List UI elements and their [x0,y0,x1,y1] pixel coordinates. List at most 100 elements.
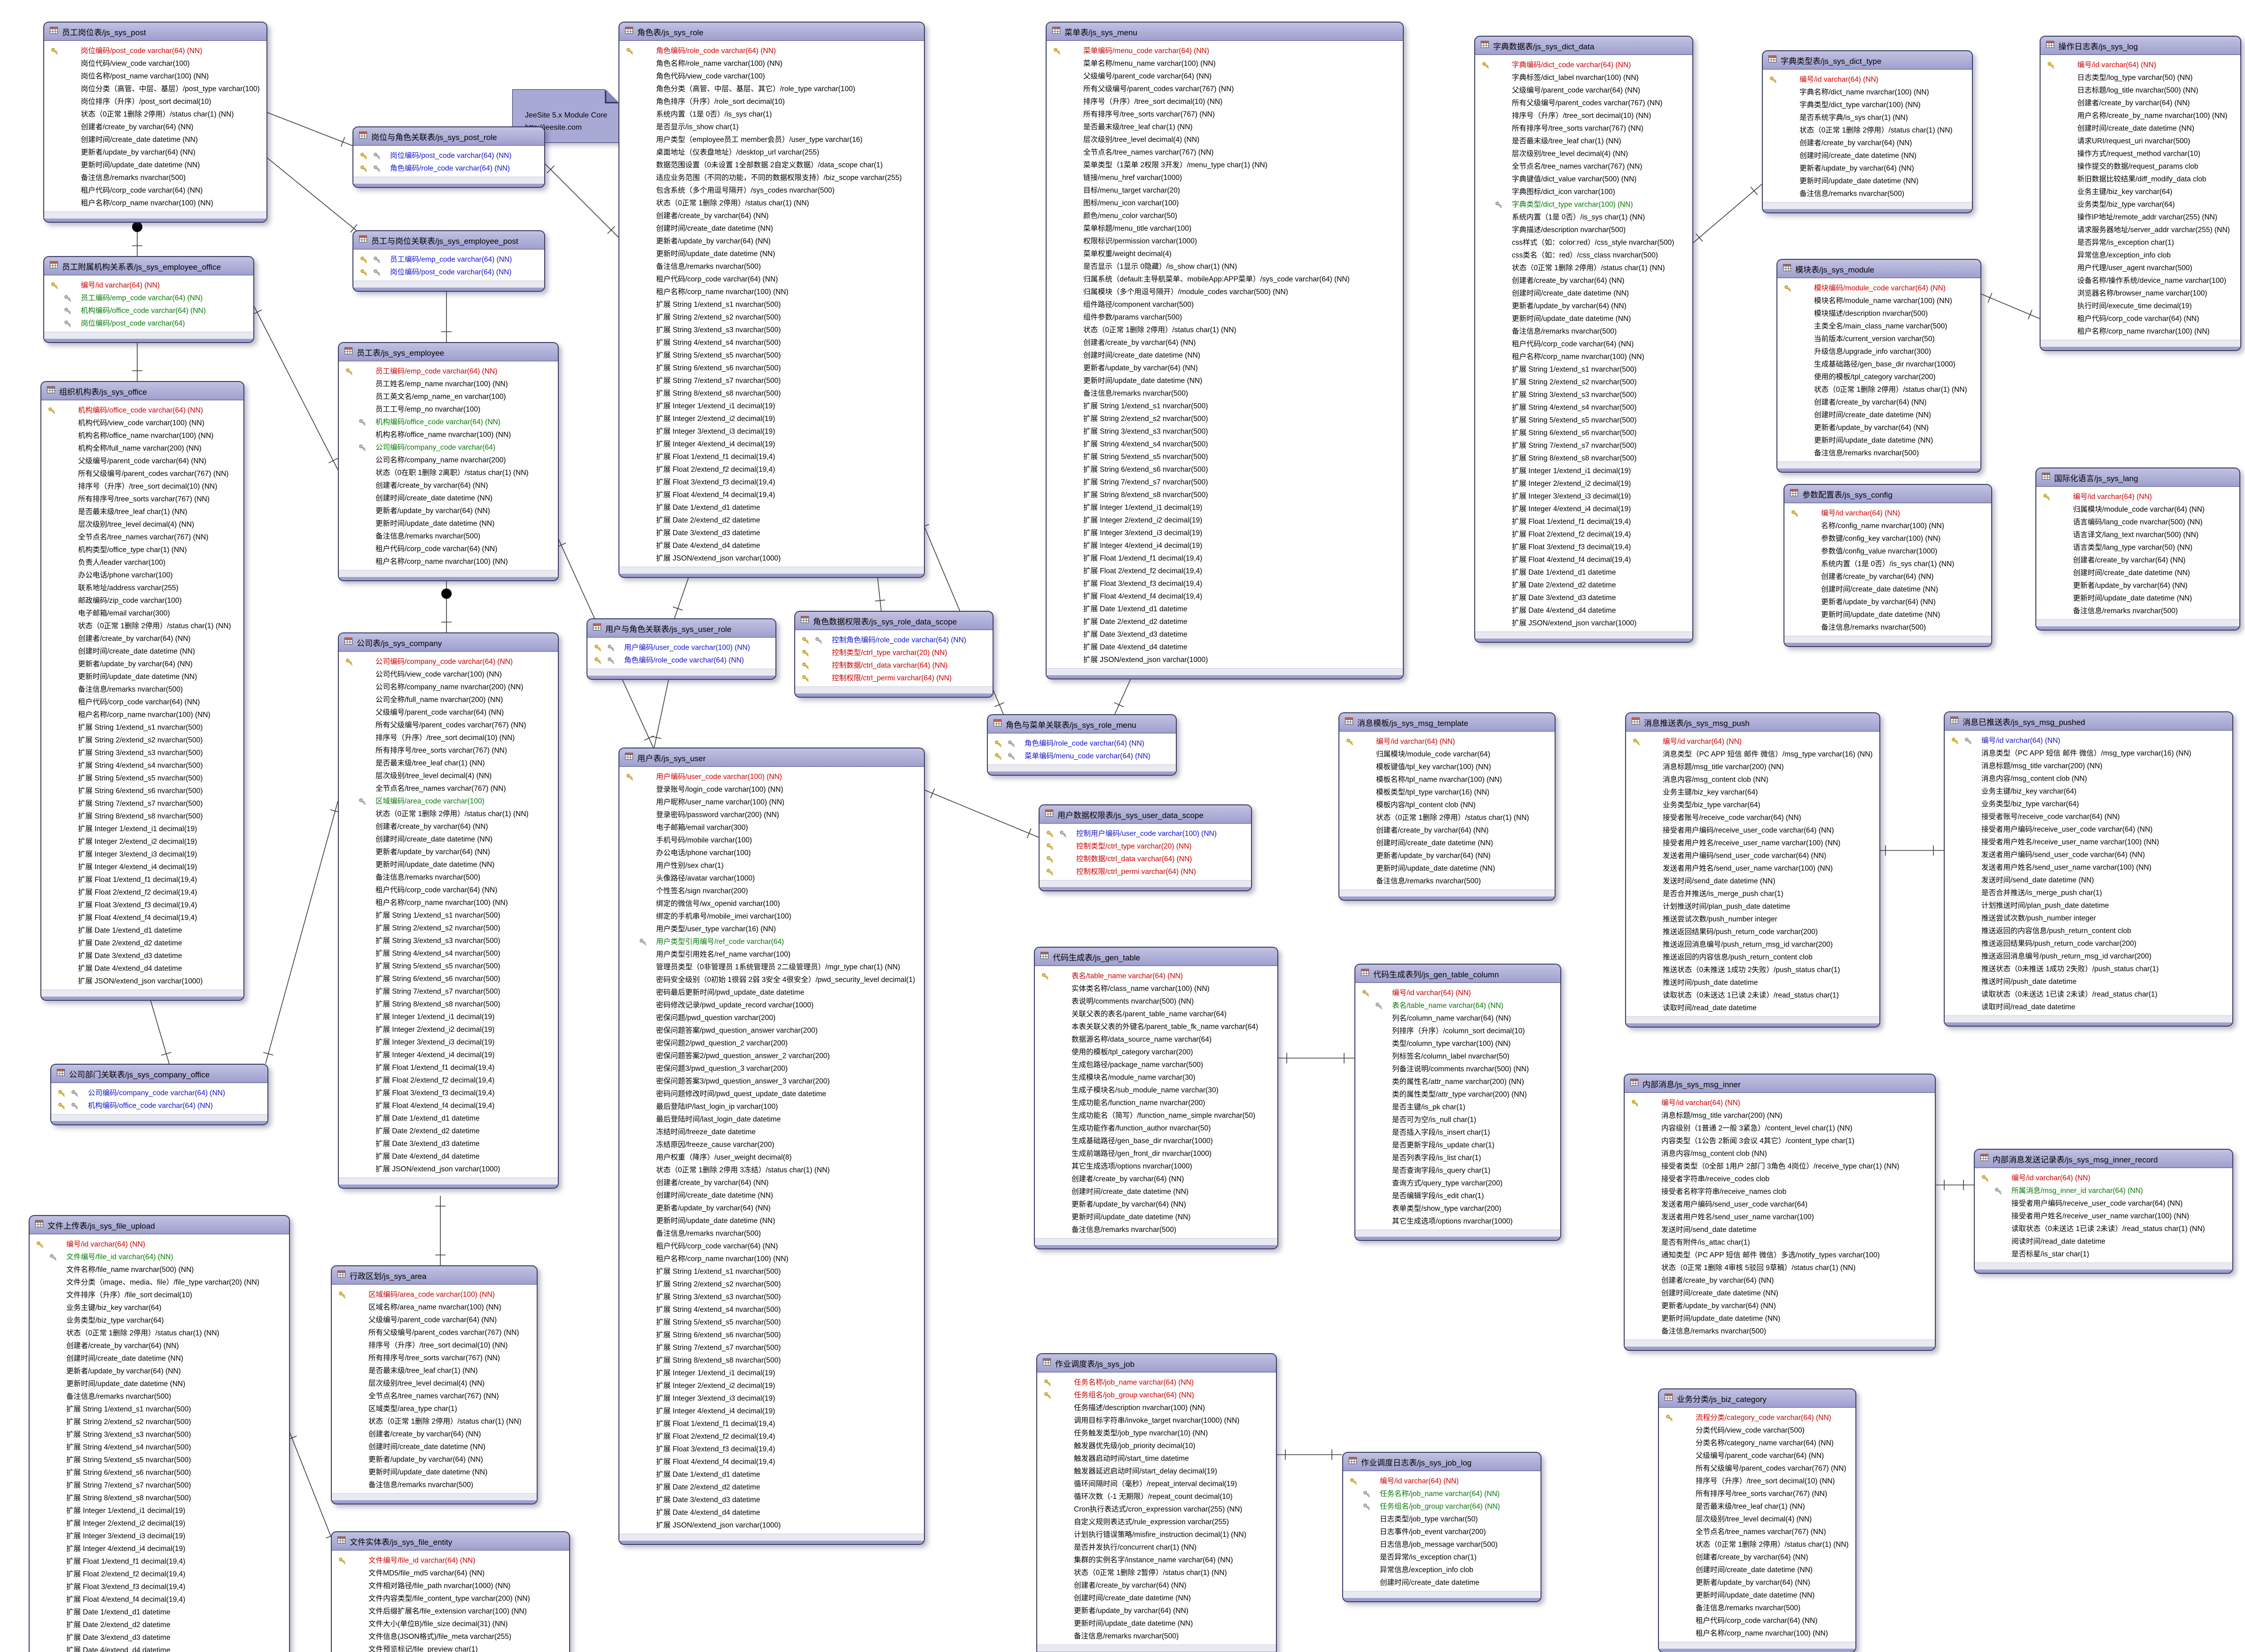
table-js_sys_log[interactable]: 操作日志表/js_sys_log 编号/id varchar(64) (NN) 日志… [2040,36,2241,351]
field-row[interactable]: 发送者用户编码/send_user_code varchar(64) (NN) [1945,849,2232,861]
field-row[interactable]: 扩展 Date 4/extend_d4 datetime [1047,641,1403,654]
field-row[interactable]: 扩展 String 1/extend_s1 nvarchar(500) [1047,400,1403,413]
field-row[interactable]: 循环间隔时间（毫秒）/repeat_interval decimal(19) [1037,1478,1276,1490]
field-row[interactable]: 列名/column_name varchar(64) (NN) [1355,1012,1560,1025]
field-row[interactable]: 绑定的微信号/wx_openid varchar(100) [619,897,924,910]
field-row[interactable]: 消息标题/msg_title varchar(200) (NN) [1945,760,2232,772]
field-row[interactable]: 接受者名称字符串/receive_names clob [1625,1185,1935,1198]
field-row[interactable]: 使用的模板/tpl_category varchar(200) [1777,371,1980,383]
field-row[interactable]: 接受者类型（0全部 1用户 2部门 3角色 4岗位）/receive_type … [1625,1160,1935,1173]
field-row[interactable]: 公司名称/company_name nvarchar(200) [339,454,558,467]
field-row[interactable]: 是否并发执行/concurrent char(1) (NN) [1037,1541,1276,1554]
field-row[interactable]: 任务描述/description nvarchar(100) (NN) [1037,1402,1276,1414]
field-row[interactable]: 触发器延迟启动时间/start_delay decimal(19) [1037,1465,1276,1478]
field-row[interactable]: 创建者/create_by varchar(64) (NN) [1339,824,1555,837]
field-row[interactable]: 所有父级编号/parent_codes varchar(767) (NN) [1475,97,1692,109]
field-row[interactable]: 全节点名/tree_names varchar(767) (NN) [1475,160,1692,173]
field-row[interactable]: 颜色/menu_color varchar(50) [1047,210,1403,222]
table-js_sys_msg_inner[interactable]: 内部消息/js_sys_msg_inner 编号/id varchar(64) (… [1624,1074,1936,1351]
field-row[interactable]: 排序号（升序）/tree_sort decimal(10) (NN) [1659,1475,1855,1488]
field-row[interactable]: 扩展 String 5/extend_s5 nvarchar(500) [619,349,924,362]
field-row[interactable]: 触发器启动时间/start_time datetime [1037,1452,1276,1465]
field-row[interactable]: 文件排序（升序）/file_sort decimal(10) [30,1289,289,1301]
field-row[interactable]: 备注信息/remarks nvarchar(500) [1659,1602,1855,1614]
field-row[interactable]: 扩展 Float 2/extend_f2 decimal(19,4) [619,1430,924,1443]
field-row[interactable]: 表名/table_name varchar(64) (NN) [1355,999,1560,1012]
field-row[interactable]: 所有排序号/tree_sorts varchar(767) (NN) [1047,108,1403,121]
field-row[interactable]: 更新时间/update_date datetime (NN) [2036,592,2239,605]
field-row[interactable]: 扩展 Integer 4/extend_i4 decimal(19) [339,1049,558,1061]
field-row[interactable]: 扩展 Date 4/extend_d4 datetime [339,1150,558,1163]
field-row[interactable]: 备注信息/remarks nvarchar(500) [44,171,266,184]
field-row[interactable]: 计划推送时间/plan_push_date datetime [1945,899,2232,912]
field-row[interactable]: 更新者/update_by varchar(64) (NN) [1777,421,1980,434]
field-row[interactable]: 扩展 String 2/extend_s2 nvarchar(500) [1475,376,1692,389]
table-header-js_sys_file_entity[interactable]: 文件实体表/js_sys_file_entity [332,1532,569,1551]
field-row[interactable]: 更新者/update_by varchar(64) (NN) [619,235,924,248]
field-row[interactable]: 计划执行错误策略/misfire_instruction decimal(1) … [1037,1528,1276,1541]
field-row[interactable]: 创建时间/create_date datetime (NN) [619,1189,924,1202]
field-row[interactable]: 扩展 Integer 2/extend_i2 decimal(19) [339,1023,558,1036]
table-header-js_sys_log[interactable]: 操作日志表/js_sys_log [2041,37,2240,55]
field-row[interactable]: 扩展 Date 3/extend_d3 datetime [41,950,243,962]
field-row[interactable]: 所有父级编号/parent_codes varchar(767) (NN) [339,719,558,732]
field-row[interactable]: 冻结时间/freeze_date datetime [619,1126,924,1138]
field-row[interactable]: 状态（0正常 1删除 2停用）/status char(1) (NN) [1339,811,1555,824]
field-row[interactable]: 机构全称/full_name varchar(200) (NN) [41,442,243,455]
field-row[interactable]: 消息类型（PC APP 短信 邮件 微信）/msg_type varchar(1… [1945,747,2232,760]
field-row[interactable]: 机构编码/office_code varchar(64) (NN) [51,1099,267,1112]
field-row[interactable]: 业务主键/biz_key varchar(64) [1626,786,1879,799]
field-row[interactable]: 更新时间/update_date datetime (NN) [1659,1589,1855,1602]
field-row[interactable]: 扩展 Float 1/extend_f1 decimal(19,4) [1475,515,1692,528]
table-js_sys_office[interactable]: 组织机构表/js_sys_office 机构编码/office_code varc… [40,381,244,1001]
field-row[interactable]: 扩展 String 1/extend_s1 nvarchar(500) [41,721,243,734]
field-row[interactable]: 更新时间/update_date datetime (NN) [1339,862,1555,875]
field-row[interactable]: 字典键值/dict_value varchar(500) (NN) [1475,173,1692,186]
field-row[interactable]: 扩展 String 2/extend_s2 nvarchar(500) [41,734,243,747]
field-row[interactable]: 扩展 Date 2/extend_d2 datetime [619,1481,924,1494]
field-row[interactable]: css类名（如：red）/css_class nvarchar(500) [1475,249,1692,262]
table-js_sys_employee[interactable]: 员工表/js_sys_employee 员工编码/emp_code varchar… [338,342,559,581]
table-js_sys_job[interactable]: 作业调度表/js_sys_job 任务名称/job_name varchar(64… [1036,1353,1277,1652]
field-row[interactable]: 扩展 String 5/extend_s5 nvarchar(500) [339,960,558,973]
field-row[interactable]: 岗位名称/post_name varchar(100) (NN) [44,70,266,83]
field-row[interactable]: 手机号码/mobile varchar(100) [619,834,924,847]
field-row[interactable]: 扩展 Float 2/extend_f2 decimal(19,4) [1475,528,1692,541]
field-row[interactable]: 机构名称/office_name nvarchar(100) (NN) [339,429,558,441]
field-row[interactable]: 更新者/update_by varchar(64) (NN) [2036,579,2239,592]
field-row[interactable]: 更新时间/update_date datetime (NN) [44,159,266,171]
field-row[interactable]: 层次级别/tree_level decimal(4) (NN) [1659,1513,1855,1526]
field-row[interactable]: 读取状态（0未送达 1已读 2未读）/read_status char(1) (… [1975,1223,2232,1235]
field-row[interactable]: 扩展 String 1/extend_s1 nvarchar(500) [339,909,558,922]
field-row[interactable]: 租户代码/corp_code varchar(64) (NN) [339,884,558,896]
field-row[interactable]: 租户代码/corp_code varchar(64) (NN) [1659,1614,1855,1627]
field-row[interactable]: 日志信息/job_message varchar(500) [1343,1538,1541,1551]
field-row[interactable]: 扩展 Float 1/extend_f1 decimal(19,4) [339,1061,558,1074]
field-row[interactable]: 状态（0正常 1删除 2停用）/status char(1) (NN) [619,197,924,210]
field-row[interactable]: 扩展 String 4/extend_s4 nvarchar(500) [339,947,558,960]
field-row[interactable]: 租户名称/corp_name nvarchar(100) (NN) [44,197,266,210]
field-row[interactable]: 扩展 JSON/extend_json varchar(1000) [619,552,924,565]
field-row[interactable]: 生成功能名（简写）/function_name_simple nvarchar(… [1035,1109,1277,1122]
field-row[interactable]: 员工工号/emp_no nvarchar(100) [339,403,558,416]
field-row[interactable]: 扩展 Integer 4/extend_i4 decimal(19) [619,438,924,451]
field-row[interactable]: 推送返回结果码/push_return_code varchar(200) [1626,926,1879,938]
field-row[interactable]: 更新时间/update_date datetime (NN) [619,1215,924,1227]
table-header-js_sys_msg_inner[interactable]: 内部消息/js_sys_msg_inner [1625,1075,1935,1093]
field-row[interactable]: 用户类型（employee员工 member会员）/user_type varc… [619,133,924,146]
table-header-js_sys_employee[interactable]: 员工表/js_sys_employee [339,343,558,361]
field-row[interactable]: 更新者/update_by varchar(64) (NN) [332,1453,537,1466]
field-row[interactable]: 接受者用户姓名/receive_user_name varchar(100) (… [1975,1210,2232,1223]
relationship-line[interactable] [1691,184,1762,245]
field-row[interactable]: 扩展 Float 4/extend_f4 decimal(19,4) [339,1099,558,1112]
field-row[interactable]: 租户名称/corp_name nvarchar(100) (NN) [2041,325,2240,338]
field-row[interactable]: 是否合并推送/is_merge_push char(1) [1626,888,1879,900]
field-row[interactable]: 扩展 Integer 2/extend_i2 decimal(19) [619,413,924,425]
field-row[interactable]: 任务名称/job_name varchar(64) (NN) [1037,1376,1276,1389]
field-row[interactable]: 创建者/create_by varchar(64) (NN) [1475,274,1692,287]
field-row[interactable]: 创建者/create_by varchar(64) (NN) [339,479,558,492]
field-row[interactable]: 字典图标/dict_icon varchar(100) [1475,186,1692,198]
field-row[interactable]: 备注信息/remarks nvarchar(500) [619,1227,924,1240]
field-row[interactable]: 备注信息/remarks nvarchar(500) [30,1390,289,1403]
field-row[interactable]: 系统内置（1是 0否）/is_sys char(1) (NN) [1784,558,1991,570]
